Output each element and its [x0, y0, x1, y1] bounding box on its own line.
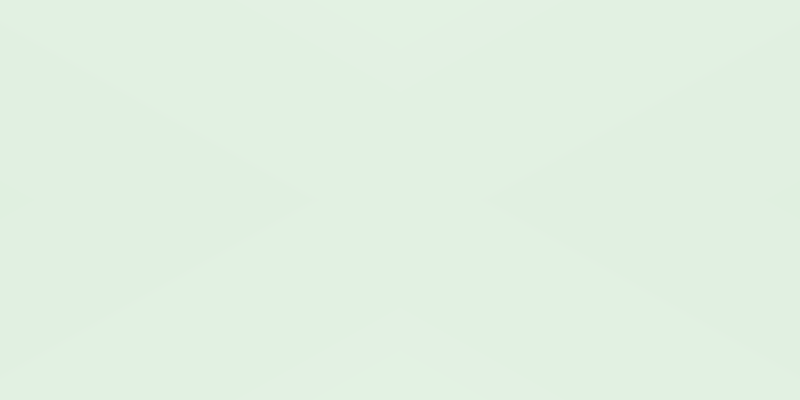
Wedge shape [262, 61, 550, 211]
Wedge shape [492, 154, 562, 211]
Legend: Electricity, Utility gas, Other: Electricity, Utility gas, Other [54, 350, 381, 376]
Text: City-Data.com: City-Data.com [530, 39, 599, 49]
Text: Most commonly used house heating fuel in apartments in New Market, VA: Most commonly used house heating fuel in… [37, 9, 787, 27]
